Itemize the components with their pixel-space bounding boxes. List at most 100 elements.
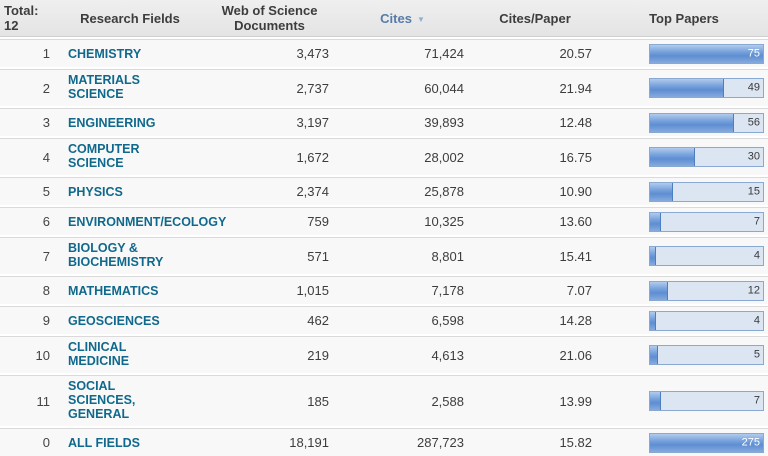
- cites-per-paper-value: 13.99: [559, 393, 592, 409]
- field-link[interactable]: ALL FIELDS: [68, 435, 140, 450]
- field-cell: CHEMISTRY: [56, 45, 204, 63]
- table-row[interactable]: 4 COMPUTER SCIENCE 1,672 28,002 16.75 30: [0, 138, 768, 175]
- field-link[interactable]: PHYSICS: [68, 184, 123, 199]
- total-count-label: Total: 12: [0, 0, 56, 36]
- table-row[interactable]: 9 GEOSCIENCES 462 6,598 14.28 4: [0, 306, 768, 334]
- top-papers-bar-fill: [650, 113, 734, 132]
- table-row[interactable]: 10 CLINICAL MEDICINE 219 4,613 21.06 5: [0, 336, 768, 373]
- documents-value: 185: [307, 393, 329, 409]
- column-header-cites[interactable]: Cites ▼: [380, 10, 425, 26]
- row-rank: 4: [42, 149, 50, 165]
- table-row[interactable]: 8 MATHEMATICS 1,015 7,178 7.07 12: [0, 276, 768, 304]
- top-papers-bar: 7: [649, 391, 764, 411]
- field-cell: CLINICAL MEDICINE: [56, 340, 204, 370]
- sort-desc-icon: ▼: [416, 14, 425, 24]
- top-papers-value: 4: [753, 249, 760, 262]
- cites-per-paper-value: 20.57: [559, 46, 592, 61]
- cites-per-paper-value: 21.06: [559, 347, 592, 363]
- top-papers-value: 30: [747, 150, 760, 163]
- field-cell: ENGINEERING: [56, 114, 204, 132]
- top-papers-bar-fill: [650, 148, 695, 166]
- top-papers-bar-fill: [650, 212, 661, 231]
- top-papers-bar-fill: [650, 281, 668, 300]
- top-papers-value: 15: [747, 185, 760, 197]
- field-link[interactable]: MATHEMATICS: [68, 283, 159, 298]
- row-rank: 5: [42, 184, 50, 199]
- top-papers-value: 4: [753, 314, 760, 326]
- field-link[interactable]: BIOLOGY & BIOCHEMISTRY: [68, 241, 164, 269]
- top-papers-bar: 4: [649, 246, 764, 266]
- top-papers-value: 75: [747, 47, 760, 59]
- cites-value: 28,002: [424, 149, 464, 165]
- documents-value: 18,191: [289, 435, 329, 450]
- field-link[interactable]: ENVIRONMENT/ECOLOGY: [68, 214, 227, 229]
- field-cell: ENVIRONMENT/ECOLOGY: [56, 213, 226, 231]
- field-cell: BIOLOGY & BIOCHEMISTRY: [56, 241, 204, 271]
- cites-value: 287,723: [417, 435, 464, 450]
- row-rank: 0: [42, 435, 50, 450]
- column-header-cites-per-paper[interactable]: Cites/Paper: [499, 10, 571, 26]
- field-link[interactable]: CHEMISTRY: [68, 46, 142, 61]
- cites-value: 8,801: [431, 248, 464, 264]
- table-row[interactable]: 2 MATERIALS SCIENCE 2,737 60,044 21.94 4…: [0, 69, 768, 106]
- top-papers-bar-fill: [650, 311, 656, 330]
- row-rank: 7: [42, 248, 50, 264]
- cites-per-paper-value: 16.75: [559, 149, 592, 165]
- field-link[interactable]: CLINICAL MEDICINE: [68, 340, 130, 368]
- table-row[interactable]: 5 PHYSICS 2,374 25,878 10.90 15: [0, 177, 768, 205]
- top-papers-bar-fill: [650, 44, 763, 63]
- cites-value: 39,893: [424, 115, 464, 130]
- documents-value: 1,672: [296, 149, 329, 165]
- cites-value: 4,613: [431, 347, 464, 363]
- row-rank: 2: [42, 80, 50, 96]
- row-rank: 6: [42, 214, 50, 229]
- field-cell: SOCIAL SCIENCES, GENERAL: [56, 379, 204, 423]
- top-papers-bar: 4: [649, 310, 764, 331]
- table-row[interactable]: 11 SOCIAL SCIENCES, GENERAL 185 2,588 13…: [0, 375, 768, 426]
- top-papers-cell: 7: [600, 211, 768, 232]
- cites-per-paper-value: 14.28: [559, 313, 592, 328]
- field-link[interactable]: GEOSCIENCES: [68, 313, 160, 328]
- cites-per-paper-value: 21.94: [559, 80, 592, 96]
- top-papers-bar-fill: [650, 247, 656, 265]
- total-label: Total:: [4, 3, 39, 18]
- top-papers-bar-fill: [650, 392, 661, 410]
- column-header-research-fields[interactable]: Research Fields: [80, 10, 180, 26]
- column-header-documents[interactable]: Web of Science Documents: [221, 3, 318, 33]
- cites-value: 60,044: [424, 80, 464, 96]
- top-papers-value: 7: [753, 215, 760, 227]
- top-papers-cell: 15: [600, 181, 768, 202]
- top-papers-cell: 5: [600, 345, 768, 365]
- field-link[interactable]: SOCIAL SCIENCES, GENERAL: [68, 379, 136, 421]
- cites-per-paper-value: 7.07: [566, 283, 592, 298]
- table-row[interactable]: 1 CHEMISTRY 3,473 71,424 20.57 75: [0, 39, 768, 67]
- table-row[interactable]: 0 ALL FIELDS 18,191 287,723 15.82 275: [0, 428, 768, 456]
- column-header-top-papers[interactable]: Top Papers: [649, 10, 719, 26]
- table-row[interactable]: 6 ENVIRONMENT/ECOLOGY 759 10,325 13.60 7: [0, 207, 768, 235]
- top-papers-bar: 15: [649, 181, 764, 202]
- table-row[interactable]: 3 ENGINEERING 3,197 39,893 12.48 56: [0, 108, 768, 136]
- cites-per-paper-value: 15.82: [559, 435, 592, 450]
- top-papers-cell: 275: [600, 432, 768, 453]
- top-papers-bar: 30: [649, 147, 764, 167]
- top-papers-bar: 5: [649, 345, 764, 365]
- top-papers-bar: 12: [649, 280, 764, 301]
- cites-value: 6,598: [431, 313, 464, 328]
- field-cell: PHYSICS: [56, 183, 204, 201]
- field-cell: COMPUTER SCIENCE: [56, 142, 204, 172]
- cites-per-paper-value: 10.90: [559, 184, 592, 199]
- top-papers-value: 49: [747, 81, 760, 94]
- documents-value: 3,473: [296, 46, 329, 61]
- top-papers-cell: 56: [600, 112, 768, 133]
- field-cell: MATHEMATICS: [56, 282, 204, 300]
- top-papers-bar-fill: [650, 182, 673, 201]
- field-link[interactable]: COMPUTER SCIENCE: [68, 142, 140, 170]
- table-row[interactable]: 7 BIOLOGY & BIOCHEMISTRY 571 8,801 15.41…: [0, 237, 768, 274]
- field-link[interactable]: MATERIALS SCIENCE: [68, 73, 140, 101]
- top-papers-value: 275: [741, 436, 760, 448]
- documents-value: 571: [307, 248, 329, 264]
- table-header: Total: 12 Research Fields Web of Science…: [0, 0, 768, 37]
- top-papers-cell: 4: [600, 310, 768, 331]
- field-link[interactable]: ENGINEERING: [68, 115, 156, 130]
